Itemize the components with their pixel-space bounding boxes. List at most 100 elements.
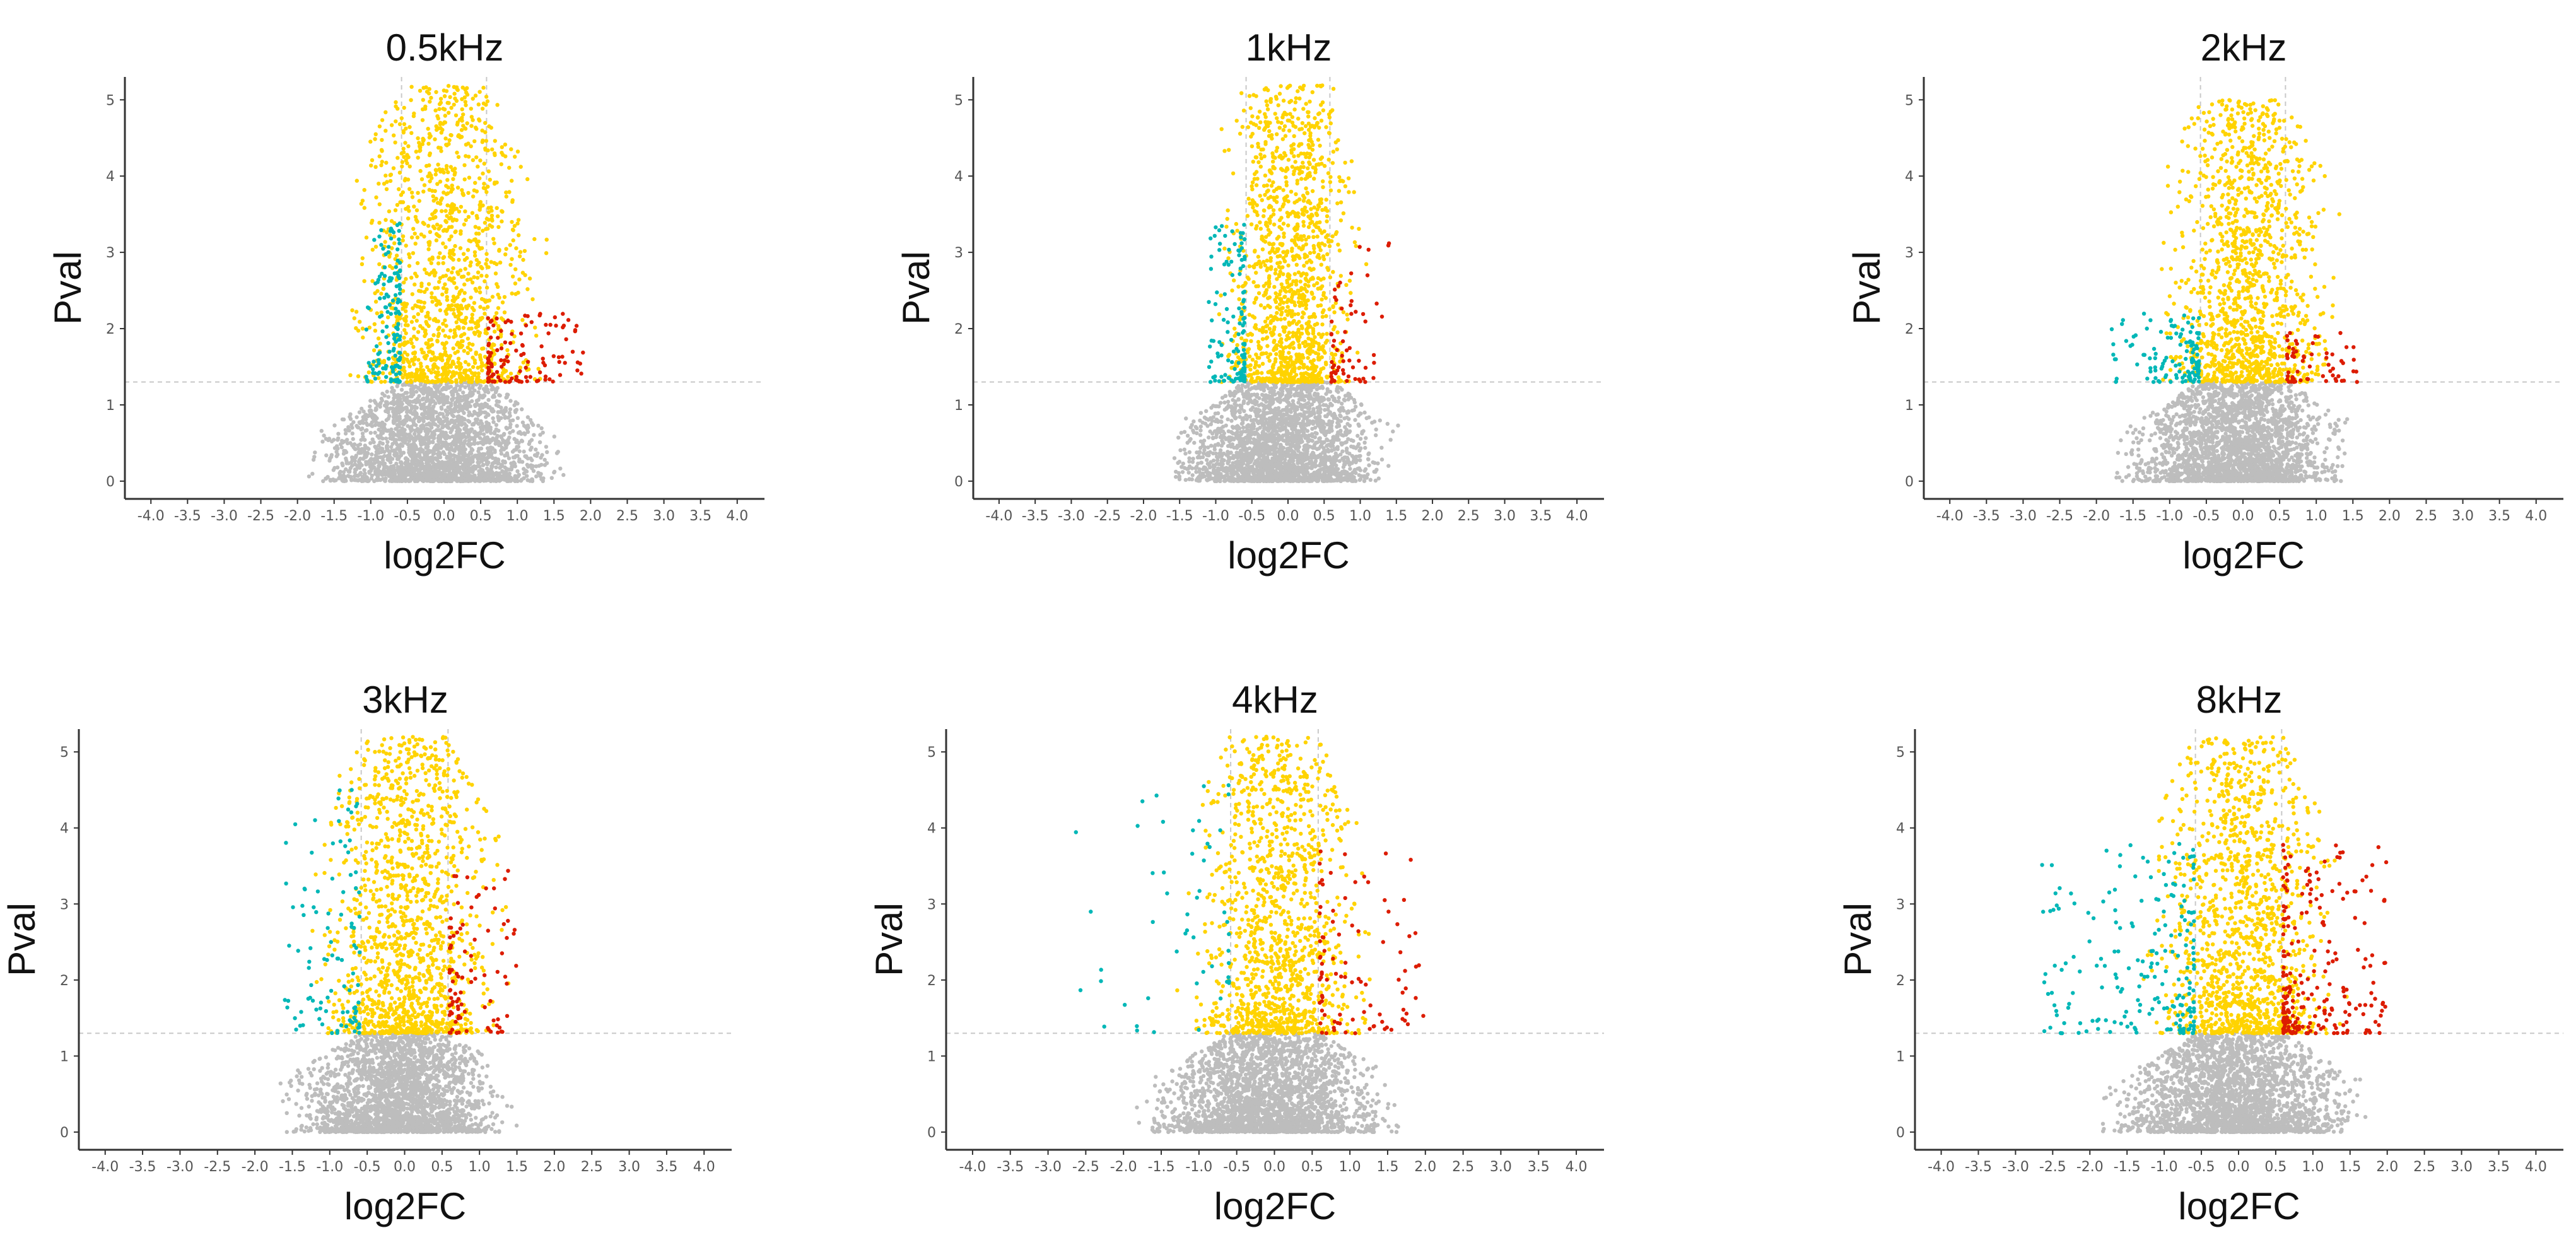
data-point bbox=[442, 170, 446, 175]
x-tick-label: -2.5 bbox=[247, 508, 274, 524]
data-point bbox=[486, 169, 491, 173]
data-point bbox=[501, 459, 505, 464]
data-point bbox=[461, 124, 465, 128]
data-point bbox=[456, 356, 461, 361]
data-point bbox=[484, 415, 488, 419]
data-point bbox=[400, 443, 405, 448]
data-point bbox=[446, 472, 451, 477]
data-point bbox=[470, 280, 475, 285]
data-point bbox=[385, 402, 390, 406]
data-point bbox=[505, 354, 509, 360]
data-point bbox=[566, 318, 571, 322]
data-point bbox=[374, 477, 379, 482]
data-point bbox=[457, 257, 461, 262]
data-point bbox=[382, 359, 387, 363]
data-point bbox=[474, 189, 479, 194]
data-point bbox=[394, 119, 398, 124]
data-point bbox=[429, 261, 433, 266]
data-point bbox=[440, 356, 444, 360]
data-point bbox=[404, 309, 408, 313]
data-point bbox=[433, 172, 438, 177]
data-point bbox=[409, 85, 414, 89]
data-point bbox=[427, 463, 431, 467]
data-point bbox=[412, 204, 416, 209]
y-tick-label: 0 bbox=[106, 474, 115, 490]
data-point bbox=[406, 155, 411, 160]
data-point bbox=[441, 394, 445, 399]
data-point bbox=[436, 255, 441, 260]
data-point bbox=[409, 276, 414, 280]
data-point bbox=[387, 264, 392, 269]
data-point bbox=[373, 430, 377, 435]
data-point bbox=[406, 205, 411, 209]
data-point bbox=[442, 414, 446, 419]
data-point bbox=[383, 436, 389, 441]
data-point bbox=[395, 327, 400, 331]
data-point bbox=[480, 140, 484, 144]
data-point bbox=[510, 274, 515, 279]
data-point bbox=[503, 408, 508, 413]
data-point bbox=[440, 366, 445, 370]
data-point bbox=[414, 319, 419, 323]
data-point bbox=[413, 355, 418, 360]
data-point bbox=[404, 410, 409, 414]
data-point bbox=[398, 287, 402, 291]
data-point bbox=[476, 371, 481, 376]
data-point bbox=[436, 366, 440, 370]
data-point bbox=[429, 95, 433, 100]
data-point bbox=[532, 433, 536, 437]
x-tick-label: 1.5 bbox=[543, 508, 565, 524]
data-point bbox=[486, 326, 491, 330]
data-point bbox=[310, 472, 315, 476]
data-point bbox=[433, 392, 438, 396]
data-point bbox=[497, 248, 501, 253]
data-point bbox=[1342, 416, 1347, 421]
data-point bbox=[351, 436, 355, 441]
data-point bbox=[1198, 433, 1203, 437]
data-point bbox=[358, 421, 362, 426]
data-point bbox=[1198, 428, 1203, 433]
data-point bbox=[1208, 465, 1212, 470]
data-point bbox=[409, 337, 413, 342]
data-point bbox=[442, 346, 447, 351]
data-point bbox=[510, 199, 515, 204]
data-point bbox=[506, 456, 512, 460]
data-point bbox=[513, 292, 518, 296]
data-point bbox=[508, 407, 513, 412]
data-point bbox=[391, 464, 396, 469]
data-point bbox=[409, 447, 414, 452]
data-points bbox=[307, 84, 585, 484]
data-point bbox=[500, 300, 505, 305]
data-point bbox=[416, 136, 420, 141]
data-point bbox=[548, 322, 553, 327]
data-point bbox=[469, 124, 474, 128]
data-point bbox=[332, 446, 337, 450]
data-point bbox=[472, 254, 477, 258]
data-point bbox=[435, 338, 440, 343]
data-point bbox=[403, 372, 408, 377]
data-point bbox=[438, 439, 443, 443]
data-point bbox=[392, 389, 396, 393]
data-point bbox=[534, 334, 539, 338]
data-point bbox=[471, 465, 475, 470]
data-point bbox=[430, 478, 434, 482]
data-point bbox=[394, 426, 399, 431]
x-axis-label: log2FC bbox=[383, 534, 505, 576]
data-point bbox=[395, 396, 400, 400]
data-point bbox=[409, 235, 414, 240]
data-point bbox=[501, 153, 505, 157]
data-point bbox=[465, 375, 470, 380]
data-point bbox=[485, 425, 489, 430]
data-point bbox=[414, 208, 419, 213]
data-point bbox=[409, 98, 413, 102]
data-point bbox=[377, 350, 382, 355]
data-point bbox=[401, 473, 405, 477]
data-point bbox=[395, 247, 400, 252]
data-point bbox=[528, 375, 532, 379]
x-tick-label: -2.0 bbox=[284, 508, 311, 524]
data-point bbox=[409, 320, 414, 324]
data-point bbox=[434, 410, 438, 414]
data-point bbox=[472, 389, 477, 393]
data-point bbox=[423, 107, 428, 111]
